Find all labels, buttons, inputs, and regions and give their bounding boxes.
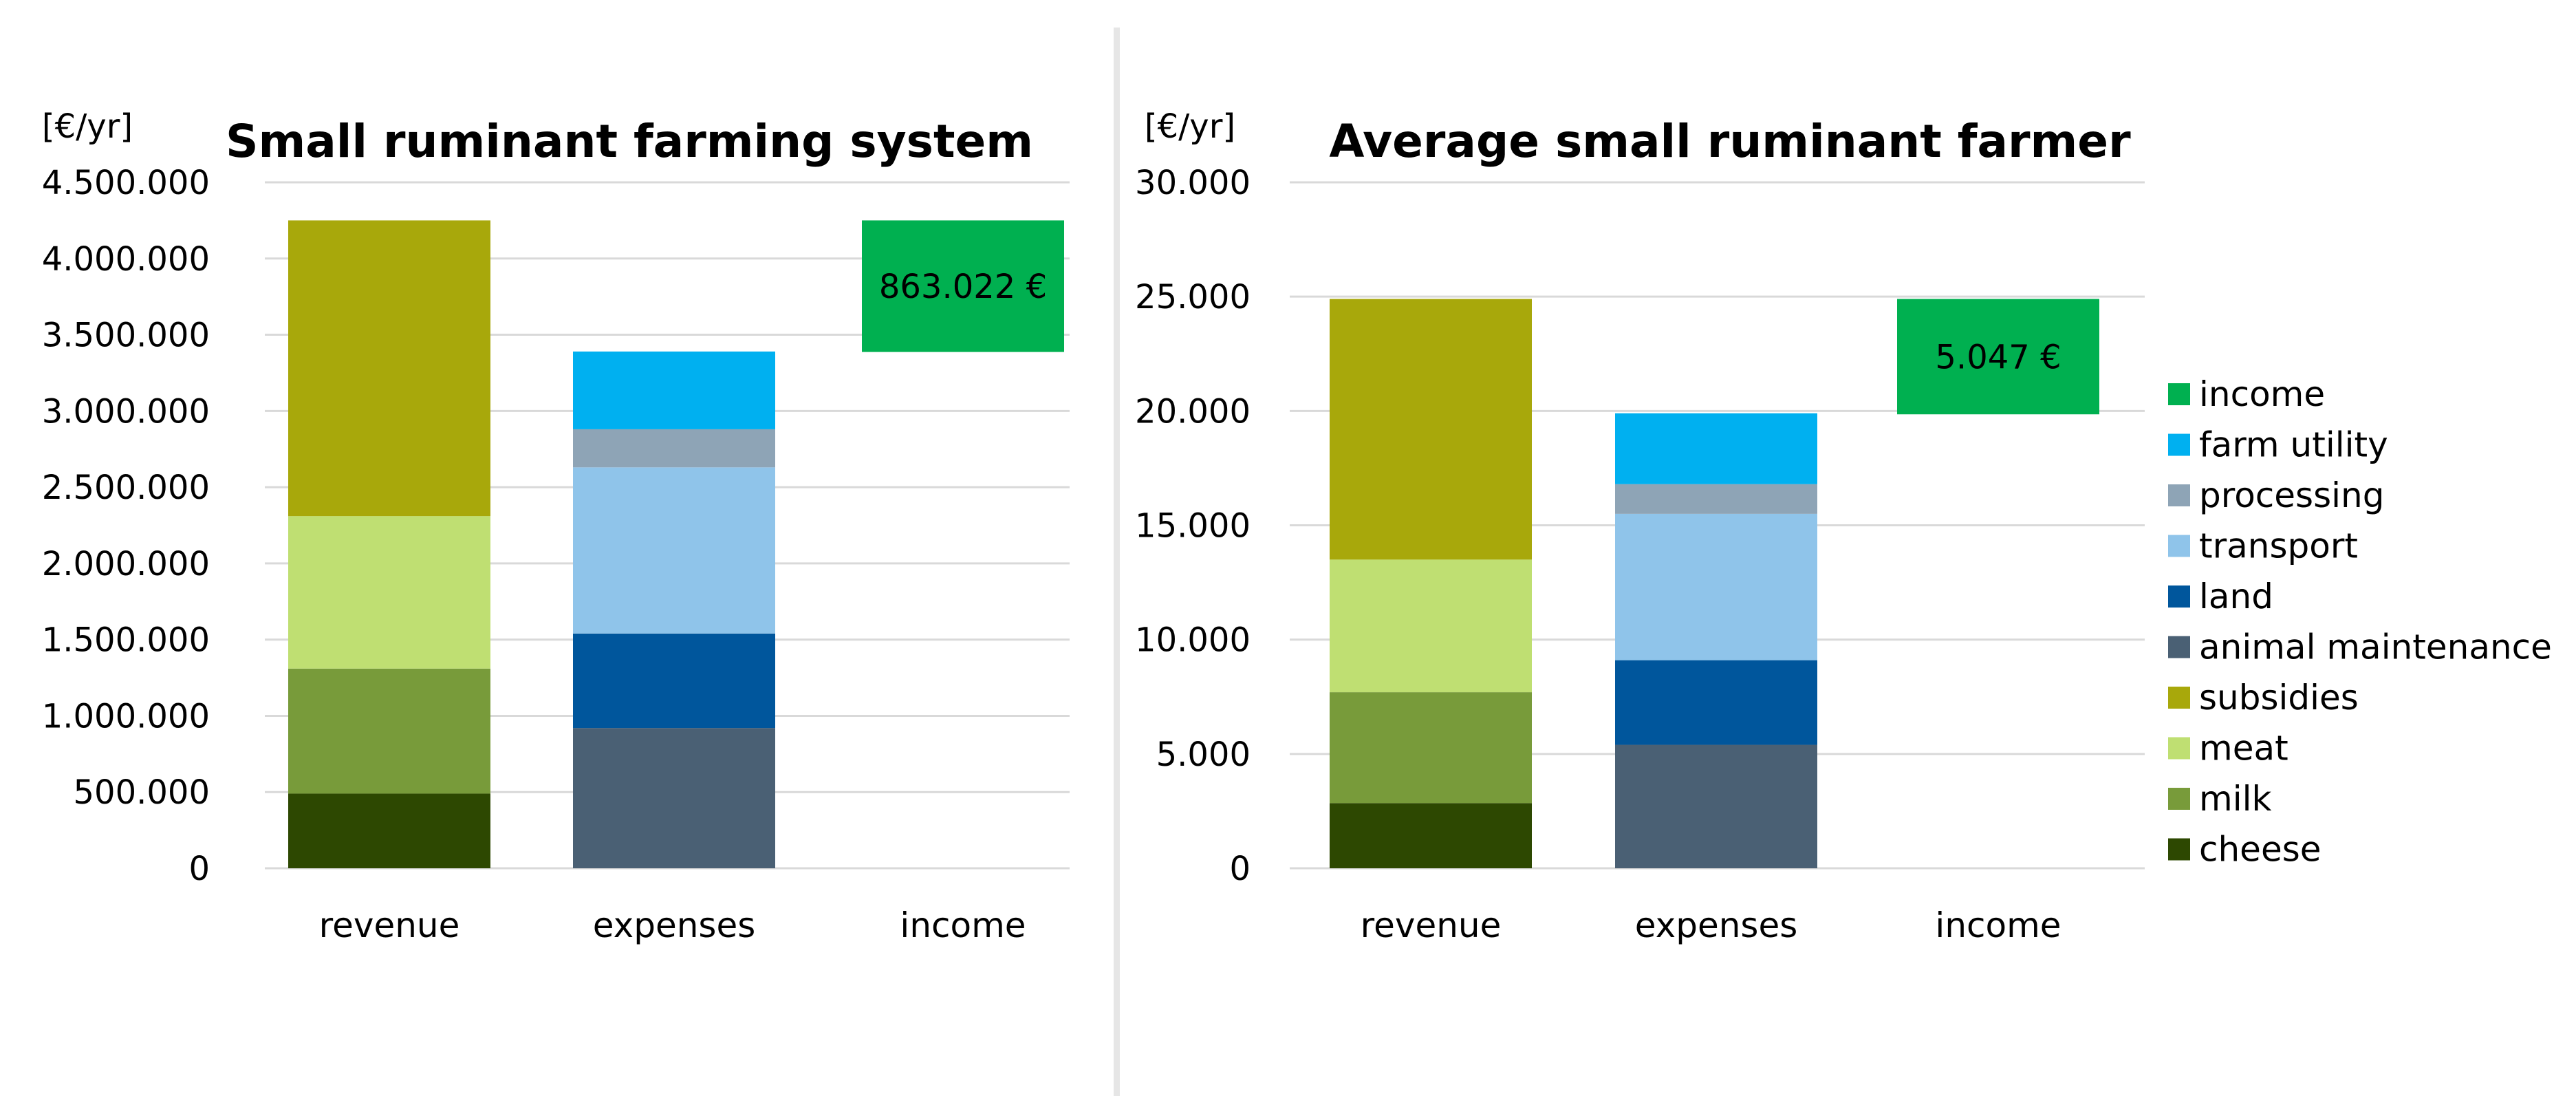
bar-segment-land: [573, 633, 775, 729]
bar-segment-cheese: [288, 793, 490, 868]
y-axis-unit-label: [€/yr]: [1145, 107, 1235, 146]
bar-segment-farm-utility: [573, 351, 775, 429]
y-tick-label: 5.000: [1156, 735, 1251, 774]
bar-segment-cheese: [1330, 803, 1532, 868]
y-tick-label: 30.000: [1135, 164, 1251, 202]
legend-swatch-milk: [2168, 788, 2190, 810]
y-tick-label: 3.000.000: [42, 392, 210, 431]
y-tick-label: 2.000.000: [42, 545, 210, 583]
y-tick-label: 4.000.000: [42, 240, 210, 279]
income-data-label: 5.047 €: [1935, 338, 2061, 376]
y-tick-label: 0: [1229, 850, 1251, 888]
bar-segment-processing: [1615, 484, 1817, 514]
chart-panel-farming-system: 0 500.000 1.000.000 1.500.000 2.000.000 2.500…: [42, 107, 1070, 945]
legend-swatch-income: [2168, 383, 2190, 405]
chart-title: Small ruminant farming system: [226, 115, 1033, 168]
legend-label-income: income: [2199, 374, 2325, 414]
legend-swatch-farm-utility: [2168, 433, 2190, 456]
legend: income farm utility processing transport lan…: [2168, 374, 2552, 870]
y-tick-label: 1.000.000: [42, 697, 210, 735]
y-tick-label: 4.500.000: [42, 164, 210, 202]
bar-segment-farm-utility: [1615, 413, 1817, 484]
y-tick-label: 2.500.000: [42, 469, 210, 507]
x-category-label: revenue: [1361, 905, 1502, 945]
x-category-label: income: [1935, 905, 2061, 945]
y-axis-unit-label: [€/yr]: [42, 107, 133, 146]
y-tick-label: 3.500.000: [42, 316, 210, 355]
bar-segment-animal-maintenance: [573, 728, 775, 868]
legend-swatch-meat: [2168, 737, 2190, 760]
legend-swatch-animal-maintenance: [2168, 636, 2190, 658]
bar-segment-animal-maintenance: [1615, 744, 1817, 868]
bar-segment-meat: [1330, 559, 1532, 693]
legend-swatch-transport: [2168, 535, 2190, 557]
y-tick-label: 10.000: [1135, 621, 1251, 660]
bar-segment-transport: [573, 467, 775, 634]
y-tick-label: 15.000: [1135, 507, 1251, 546]
legend-label-subsidies: subsidies: [2199, 678, 2359, 718]
y-tick-label: 20.000: [1135, 392, 1251, 431]
x-category-label: revenue: [319, 905, 460, 945]
y-tick-label: 500.000: [74, 773, 210, 812]
legend-swatch-land: [2168, 585, 2190, 608]
legend-label-land: land: [2199, 577, 2273, 616]
bar-segment-transport: [1615, 513, 1817, 660]
bar-segment-milk: [288, 668, 490, 794]
legend-label-milk: milk: [2199, 779, 2271, 819]
chart-panel-average-farmer: 0 5.000 10.000 15.000 20.000 25.000 30.000 Aver…: [1135, 107, 2145, 945]
legend-swatch-subsidies: [2168, 687, 2190, 709]
bar-segment-milk: [1330, 692, 1532, 804]
bar-segment-income: [862, 220, 1064, 352]
income-data-label: 863.022 €: [879, 268, 1047, 306]
legend-swatch-processing: [2168, 484, 2190, 506]
legend-label-processing: processing: [2199, 475, 2384, 515]
bar-segment-processing: [573, 429, 775, 468]
chart-title: Average small ruminant farmer: [1329, 115, 2131, 168]
bar-segment-meat: [288, 516, 490, 669]
bar-segment-subsidies: [288, 220, 490, 517]
legend-label-farm-utility: farm utility: [2199, 425, 2388, 465]
x-category-label: income: [900, 905, 1026, 945]
panel-divider: [1114, 28, 1120, 1096]
legend-label-animal-maintenance: animal maintenance: [2199, 627, 2552, 667]
bar-segment-income: [1897, 299, 2099, 415]
x-category-label: expenses: [593, 905, 756, 945]
x-category-label: expenses: [1635, 905, 1798, 945]
legend-label-cheese: cheese: [2199, 830, 2321, 870]
y-tick-label: 0: [188, 850, 210, 888]
legend-label-meat: meat: [2199, 729, 2288, 769]
legend-swatch-cheese: [2168, 838, 2190, 861]
legend-label-transport: transport: [2199, 526, 2358, 566]
y-tick-label: 25.000: [1135, 278, 1251, 316]
bar-segment-land: [1615, 660, 1817, 745]
bar-segment-subsidies: [1330, 299, 1532, 560]
y-tick-label: 1.500.000: [42, 621, 210, 660]
